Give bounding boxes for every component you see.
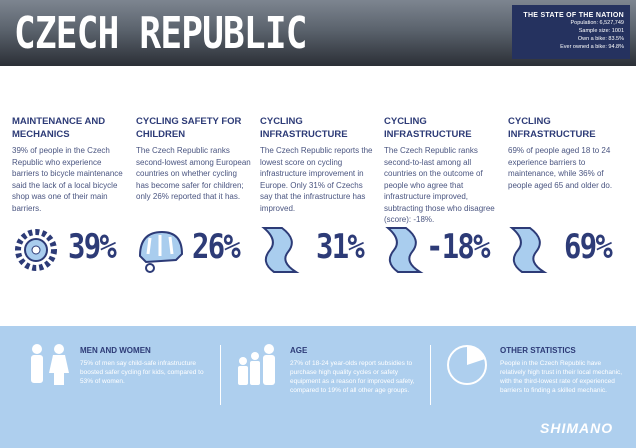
column-figure: -18% <box>426 227 491 267</box>
column-icon <box>260 226 310 281</box>
column-text: The Czech Republic ranks second-to-last … <box>384 146 495 224</box>
footer-text: 27% of 18-24 year-olds report subsidies … <box>290 360 415 394</box>
nation-box: THE STATE OF THE NATION Population: 6,52… <box>512 5 630 59</box>
footer-text: 75% of men say child-safe infrastructure… <box>80 360 204 385</box>
column-heading: CYCLING INFRASTRUCTURE <box>508 116 596 140</box>
brand-logo: SHIMANO <box>540 420 614 436</box>
footer-text: People in the Czech Republic have relati… <box>500 360 623 394</box>
column-heading: CYCLING INFRASTRUCTURE <box>384 116 472 140</box>
column-icon-svg <box>385 227 424 273</box>
footer-icon <box>25 343 73 394</box>
column-figure: 69% <box>564 227 613 267</box>
title: CZECH REPUBLIC <box>14 8 307 59</box>
footer-icon-svg <box>447 345 487 385</box>
column-icon <box>384 226 434 281</box>
column-figure: 31% <box>316 227 365 267</box>
column-heading: CYCLING INFRASTRUCTURE <box>260 116 348 140</box>
column-icon <box>508 226 558 281</box>
nation-stat: Own a bike: 83.5% <box>577 36 624 42</box>
footer-heading: MEN AND WOMEN <box>80 346 151 355</box>
column-text: 39% of people in the Czech Republic who … <box>12 146 123 213</box>
column-icon-svg <box>509 227 548 273</box>
nation-stat: Population: 6,527,749 <box>570 20 624 26</box>
footer-icon-svg <box>238 344 275 385</box>
column-heading: CYCLING SAFETY FOR CHILDREN <box>136 116 242 140</box>
column-text: The Czech Republic ranks second-lowest a… <box>136 146 251 201</box>
column-icon <box>136 226 186 281</box>
nation-stat: Sample size: 1001 <box>578 28 624 34</box>
column-icon-svg <box>15 229 57 271</box>
nation-stats: Population: 6,527,749 Sample size: 1001 Ow… <box>512 19 624 51</box>
divider <box>430 345 431 405</box>
footer-band <box>0 326 636 448</box>
footer-icon <box>235 343 283 394</box>
column-icon <box>12 226 62 281</box>
column-text: 69% of people aged 18 to 24 experience b… <box>508 146 613 190</box>
footer-icon <box>445 343 493 394</box>
column-text: The Czech Republic reports the lowest sc… <box>260 146 373 213</box>
column-icon-svg <box>261 227 300 273</box>
column-figure: 39% <box>68 227 117 267</box>
column-figure: 26% <box>192 227 241 267</box>
footer-heading: AGE <box>290 346 308 355</box>
divider <box>220 345 221 405</box>
nation-stat: Ever owned a bike: 94.8% <box>560 44 624 50</box>
nation-heading: THE STATE OF THE NATION <box>523 12 624 19</box>
column-icon-svg <box>138 230 184 273</box>
column-heading: MAINTENANCE AND MECHANICS <box>12 116 106 140</box>
footer-icon-svg <box>31 344 69 385</box>
footer-heading: OTHER STATISTICS <box>500 346 576 355</box>
